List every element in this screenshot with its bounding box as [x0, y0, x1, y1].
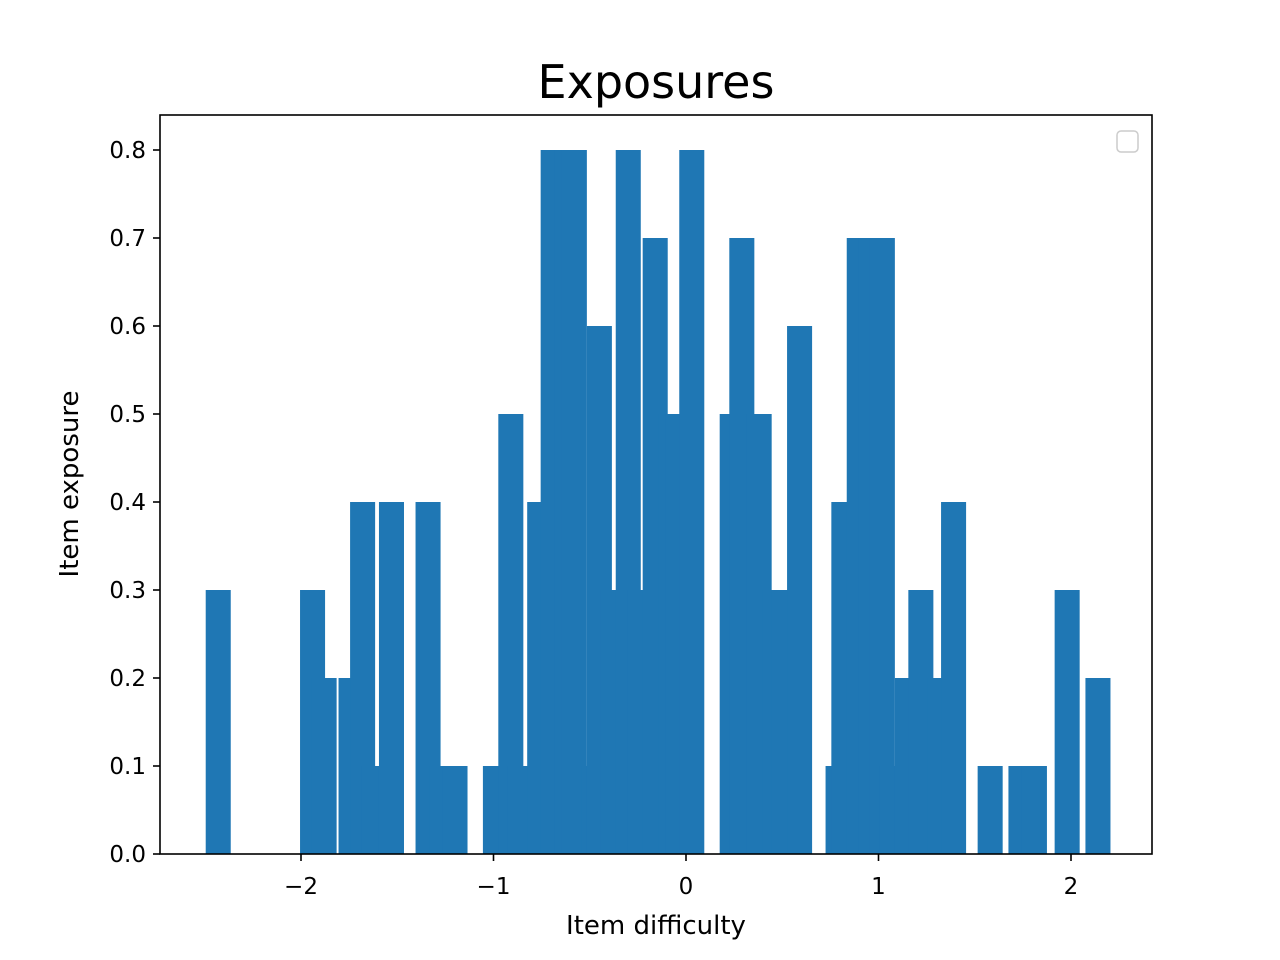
x-axis: −2 −1 0 1 2	[284, 854, 1078, 900]
bar-36	[869, 238, 895, 854]
bar-0	[205, 590, 231, 854]
y-tick-label-6: 0.6	[109, 314, 146, 340]
y-tick-label-5: 0.5	[109, 402, 146, 428]
bar-25	[679, 150, 705, 854]
chart-title: Exposures	[538, 55, 775, 109]
y-tick-label-2: 0.2	[109, 666, 146, 692]
bar-46	[1085, 678, 1111, 854]
x-tick-label-2: 0	[679, 874, 694, 900]
y-tick-label-7: 0.7	[109, 226, 146, 252]
x-axis-label: Item difficulty	[566, 911, 746, 941]
bar-2	[311, 678, 337, 854]
x-tick-label-1: −1	[477, 874, 511, 900]
y-axis: 0.0 0.1 0.2 0.3 0.4 0.5 0.6 0.7 0.8	[109, 138, 160, 868]
legend-box	[1116, 130, 1139, 153]
y-tick-label-3: 0.3	[109, 578, 146, 604]
y-tick-label-0: 0.0	[109, 842, 146, 868]
x-tick-label-0: −2	[284, 874, 318, 900]
y-tick-label-8: 0.8	[109, 138, 146, 164]
y-axis-label: Item exposure	[55, 391, 85, 578]
bar-16	[561, 150, 587, 854]
bar-31	[787, 326, 813, 854]
y-tick-label-4: 0.4	[109, 490, 146, 516]
bar-6	[378, 502, 404, 854]
bars-group	[205, 150, 1111, 854]
bar-41	[941, 502, 967, 854]
bar-45	[1054, 590, 1080, 854]
y-tick-label-1: 0.1	[109, 754, 146, 780]
bar-44	[1021, 766, 1047, 854]
x-tick-label-3: 1	[871, 874, 886, 900]
plot-frame	[159, 114, 1153, 855]
bar-42	[977, 766, 1003, 854]
bar-9	[442, 766, 468, 854]
x-tick-label-4: 2	[1064, 874, 1079, 900]
